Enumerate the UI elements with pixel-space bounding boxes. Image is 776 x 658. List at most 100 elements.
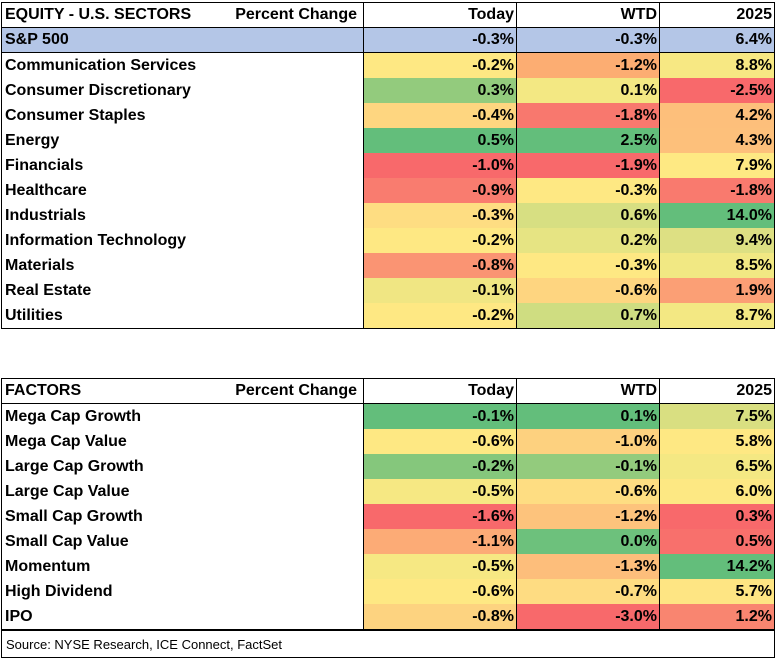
sector-today-cell: -0.3% — [363, 203, 516, 228]
sector-row: Financials -1.0% -1.9% 7.9% — [2, 153, 774, 178]
factors-title: FACTORS — [5, 382, 82, 399]
sector-row: Consumer Staples -0.4% -1.8% 4.2% — [2, 103, 774, 128]
sector-ytd-cell: 4.3% — [659, 128, 774, 153]
sector-name-cell: Industrials — [5, 206, 86, 224]
sector-name-cell: Real Estate — [5, 281, 92, 299]
sector-wtd-cell: -1.9% — [516, 153, 659, 178]
sector-row: Industrials -0.3% 0.6% 14.0% — [2, 203, 774, 228]
sector-row: Consumer Discretionary 0.3% 0.1% -2.5% — [2, 78, 774, 103]
factor-ytd-cell: 6.0% — [659, 479, 774, 504]
sector-wtd-cell: -0.3% — [516, 253, 659, 278]
factors-table: FACTORS Percent Change Today WTD 2025 Me… — [1, 378, 775, 630]
factor-ytd-cell: 0.5% — [659, 529, 774, 554]
sector-row: Healthcare -0.9% -0.3% -1.8% — [2, 178, 774, 203]
sector-name-cell: Healthcare — [5, 181, 87, 199]
sectors-subtitle: Percent Change — [235, 6, 357, 23]
factor-wtd-cell: -1.3% — [516, 554, 659, 579]
factor-row: Small Cap Growth -1.6% -1.2% 0.3% — [2, 504, 774, 529]
factors-header-title-cell: FACTORS Percent Change — [2, 379, 363, 403]
sp500-today: -0.3% — [363, 28, 516, 52]
sector-name-cell: Consumer Staples — [5, 106, 146, 124]
factor-row: Mega Cap Value -0.6% -1.0% 5.8% — [2, 429, 774, 454]
sector-row: Utilities -0.2% 0.7% 8.7% — [2, 303, 774, 328]
factor-name-cell: Mega Cap Growth — [5, 407, 142, 425]
sector-row: Energy 0.5% 2.5% 4.3% — [2, 128, 774, 153]
sector-ytd-cell: 1.9% — [659, 278, 774, 303]
sector-today-cell: 0.5% — [363, 128, 516, 153]
factor-today-cell: -0.2% — [363, 454, 516, 479]
sector-row: Information Technology -0.2% 0.2% 9.4% — [2, 228, 774, 253]
sector-today-cell: 0.3% — [363, 78, 516, 103]
sector-ytd-cell: -2.5% — [659, 78, 774, 103]
sector-wtd-cell: -0.6% — [516, 278, 659, 303]
factor-name-cell: Momentum — [5, 557, 91, 575]
factor-row: High Dividend -0.6% -0.7% 5.7% — [2, 579, 774, 604]
sector-wtd-cell: 0.1% — [516, 78, 659, 103]
sectors-body: Communication Services -0.2% -1.2% 8.8% Cons… — [2, 53, 774, 328]
sector-wtd-cell: -1.2% — [516, 53, 659, 78]
factor-today-cell: -0.1% — [363, 404, 516, 429]
factor-ytd-cell: 7.5% — [659, 404, 774, 429]
sector-today-cell: -0.2% — [363, 228, 516, 253]
factor-row: Small Cap Value -1.1% 0.0% 0.5% — [2, 529, 774, 554]
factor-today-cell: -0.6% — [363, 579, 516, 604]
factor-name-cell: Mega Cap Value — [5, 432, 127, 450]
sector-wtd-cell: 0.7% — [516, 303, 659, 328]
factor-wtd-cell: -1.0% — [516, 429, 659, 454]
factors-col-ytd: 2025 — [659, 379, 774, 403]
sector-name-cell: Energy — [5, 131, 60, 149]
factors-subtitle: Percent Change — [235, 382, 357, 399]
factor-row: Large Cap Value -0.5% -0.6% 6.0% — [2, 479, 774, 504]
sector-ytd-cell: 8.8% — [659, 53, 774, 78]
factor-ytd-cell: 0.3% — [659, 504, 774, 529]
factor-wtd-cell: -0.1% — [516, 454, 659, 479]
factor-today-cell: -1.1% — [363, 529, 516, 554]
factors-col-wtd: WTD — [516, 379, 659, 403]
factor-ytd-cell: 5.7% — [659, 579, 774, 604]
sp500-wtd: -0.3% — [516, 28, 659, 52]
factor-wtd-cell: -0.6% — [516, 479, 659, 504]
sector-row: Real Estate -0.1% -0.6% 1.9% — [2, 278, 774, 303]
sp500-summary-row: S&P 500 -0.3% -0.3% 6.4% — [2, 28, 774, 53]
sectors-col-ytd: 2025 — [659, 3, 774, 27]
factor-wtd-cell: -0.7% — [516, 579, 659, 604]
factor-row: Momentum -0.5% -1.3% 14.2% — [2, 554, 774, 579]
sector-name-cell: Utilities — [5, 306, 63, 324]
factor-wtd-cell: -3.0% — [516, 604, 659, 629]
factor-wtd-cell: 0.0% — [516, 529, 659, 554]
sector-row: Materials -0.8% -0.3% 8.5% — [2, 253, 774, 278]
factor-name-cell: High Dividend — [5, 582, 113, 600]
sector-ytd-cell: 8.7% — [659, 303, 774, 328]
factor-row: Mega Cap Growth -0.1% 0.1% 7.5% — [2, 404, 774, 429]
sector-wtd-cell: 0.2% — [516, 228, 659, 253]
sectors-header-row: EQUITY - U.S. SECTORS Percent Change Tod… — [2, 3, 774, 28]
sector-today-cell: -0.1% — [363, 278, 516, 303]
factor-wtd-cell: -1.2% — [516, 504, 659, 529]
factor-today-cell: -1.6% — [363, 504, 516, 529]
sector-ytd-cell: 8.5% — [659, 253, 774, 278]
sector-name-cell: Materials — [5, 256, 75, 274]
factor-ytd-cell: 5.8% — [659, 429, 774, 454]
factor-ytd-cell: 1.2% — [659, 604, 774, 629]
factor-name-cell: Small Cap Growth — [5, 507, 143, 525]
sector-today-cell: -0.2% — [363, 53, 516, 78]
sector-today-cell: -0.8% — [363, 253, 516, 278]
sector-wtd-cell: 0.6% — [516, 203, 659, 228]
sector-name-cell: Consumer Discretionary — [5, 81, 191, 99]
sector-ytd-cell: -1.8% — [659, 178, 774, 203]
factor-today-cell: -0.8% — [363, 604, 516, 629]
sectors-table: EQUITY - U.S. SECTORS Percent Change Tod… — [1, 2, 775, 329]
factor-row: IPO -0.8% -3.0% 1.2% — [2, 604, 774, 629]
factors-body: Mega Cap Growth -0.1% 0.1% 7.5% Mega Cap Val… — [2, 404, 774, 629]
factors-col-today: Today — [363, 379, 516, 403]
factor-ytd-cell: 6.5% — [659, 454, 774, 479]
sector-today-cell: -0.4% — [363, 103, 516, 128]
sectors-col-today: Today — [363, 3, 516, 27]
factor-name-cell: Small Cap Value — [5, 532, 129, 550]
sector-today-cell: -0.2% — [363, 303, 516, 328]
factor-wtd-cell: 0.1% — [516, 404, 659, 429]
sp500-name: S&P 500 — [2, 28, 363, 52]
factor-name-cell: Large Cap Growth — [5, 457, 144, 475]
factor-today-cell: -0.5% — [363, 479, 516, 504]
sectors-col-wtd: WTD — [516, 3, 659, 27]
